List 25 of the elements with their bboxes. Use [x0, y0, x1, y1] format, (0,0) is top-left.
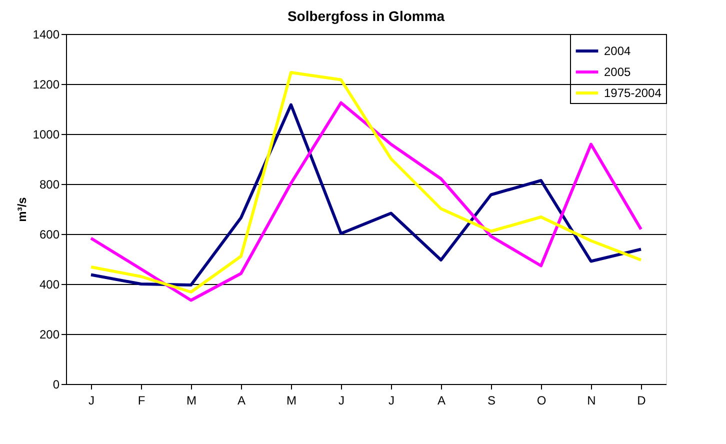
x-tick-label: F	[138, 394, 146, 408]
x-tick-label: M	[186, 394, 196, 408]
y-tick-label: 800	[39, 178, 60, 192]
y-axis-title: m³/s	[14, 196, 29, 222]
x-tick-label: N	[587, 394, 596, 408]
y-tick-label: 0	[52, 378, 60, 392]
y-tick-label: 600	[39, 228, 60, 242]
x-tick-label: A	[437, 394, 446, 408]
x-tick-label: J	[338, 394, 344, 408]
y-tick-label: 1200	[32, 78, 60, 92]
legend-label: 2005	[604, 65, 632, 79]
x-tick-label: O	[536, 394, 546, 408]
x-tick-label: J	[388, 394, 394, 408]
y-tick-label: 400	[39, 278, 60, 292]
x-tick-label: M	[286, 394, 296, 408]
x-tick-label: D	[637, 394, 646, 408]
y-tick-label: 200	[39, 328, 60, 342]
chart-title: Solbergfoss in Glomma	[287, 8, 445, 24]
legend-label: 1975-2004	[604, 86, 662, 100]
x-tick-label: S	[487, 394, 496, 408]
legend-label: 2004	[604, 44, 632, 58]
x-tick-label: J	[88, 394, 94, 408]
x-tick-label: A	[237, 394, 246, 408]
y-tick-label: 1400	[32, 28, 60, 42]
y-tick-label: 1000	[32, 128, 60, 142]
